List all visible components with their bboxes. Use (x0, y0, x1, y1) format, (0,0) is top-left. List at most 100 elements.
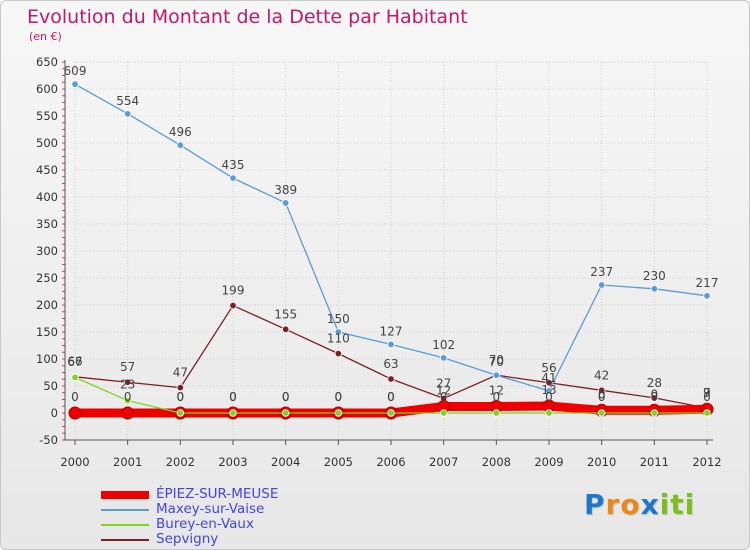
y-tick-label: 600 (36, 82, 58, 96)
y-tick-label: 200 (36, 298, 58, 312)
y-tick-label: 450 (36, 163, 58, 177)
data-label: 0 (545, 390, 553, 404)
data-label: 42 (594, 368, 609, 382)
series-point-1 (439, 354, 448, 362)
series-point-3 (176, 383, 185, 392)
series-point-1 (176, 141, 185, 149)
data-label: 554 (116, 94, 139, 108)
data-label: 217 (696, 276, 719, 290)
legend-swatch (101, 491, 149, 499)
data-label: 155 (274, 307, 297, 321)
logo-letter: r (605, 488, 621, 521)
legend-label: Sepvigny (156, 531, 219, 547)
y-tick-label: 350 (36, 217, 58, 231)
data-label: 0 (387, 390, 395, 404)
data-label: 0 (335, 390, 343, 404)
series-point-3 (229, 301, 237, 310)
series-point-3 (545, 379, 553, 387)
data-label: 12 (436, 384, 451, 398)
y-tick-label: 150 (36, 325, 58, 339)
data-label: 23 (120, 378, 135, 392)
x-tick-label: 2006 (376, 455, 405, 469)
data-label: 110 (327, 332, 350, 346)
grid-layer (74, 61, 708, 441)
series-point-2 (650, 409, 659, 417)
series-point-0 (68, 406, 82, 420)
x-tick-label: 2004 (271, 455, 300, 469)
series-point-2 (229, 409, 237, 417)
data-label: 0 (598, 387, 606, 401)
series-point-2 (545, 409, 553, 417)
data-label: 0 (440, 390, 448, 404)
series-point-2 (387, 409, 395, 417)
x-tick-label: 2009 (534, 455, 563, 469)
data-label: 199 (222, 284, 245, 298)
data-label: 7 (703, 386, 711, 400)
series-point-3 (387, 375, 395, 383)
series-point-2 (703, 409, 711, 417)
data-label: 230 (643, 269, 666, 283)
y-tick-label: 50 (43, 379, 58, 393)
x-tick-label: 2012 (692, 455, 721, 469)
x-tick-label: 2008 (482, 455, 511, 469)
series-point-2 (492, 409, 501, 417)
series-point-1 (229, 174, 237, 182)
y-tick-label: 400 (36, 190, 58, 204)
data-label: 28 (647, 376, 662, 390)
data-label: 237 (590, 265, 613, 279)
data-label: 496 (169, 125, 192, 139)
y-tick-label: 650 (36, 55, 58, 69)
data-label: 0 (282, 390, 290, 404)
logo-letter: o (620, 488, 641, 521)
series-point-1 (492, 371, 501, 379)
data-label: 0 (71, 390, 79, 404)
x-tick-label: 2010 (587, 455, 616, 469)
data-label: 41 (541, 371, 556, 385)
series-layer (68, 80, 714, 420)
data-label: 435 (222, 158, 245, 172)
legend-swatch (101, 539, 149, 541)
logo-letter: i (684, 488, 696, 521)
data-label: 0 (177, 390, 185, 404)
y-tick-label: -50 (39, 433, 58, 447)
y-tick-label: 500 (36, 136, 58, 150)
series-point-3 (650, 394, 659, 402)
data-label: 127 (380, 324, 403, 338)
data-label: 0 (598, 390, 606, 404)
legend-swatch (101, 524, 149, 526)
data-label: 9 (703, 386, 711, 400)
series-point-1 (387, 340, 395, 349)
data-label: 13 (541, 383, 556, 397)
legend-label: ÉPIEZ-SUR-MEUSE (156, 486, 279, 502)
data-label: 0 (229, 390, 237, 404)
data-label: 12 (489, 384, 504, 398)
data-label: 27 (436, 376, 451, 390)
data-label: 0 (177, 390, 185, 404)
data-label: 56 (541, 361, 556, 375)
legend-label: Burey-en-Vaux (156, 516, 254, 532)
logo-letter: P (584, 488, 606, 521)
data-label: 389 (274, 183, 297, 197)
data-label: 0 (229, 390, 237, 404)
data-label-layer: 0 0 0 0 0 0 0 12 12 13 0 0 7609554496435389150127102… (64, 64, 719, 404)
series-point-2 (439, 409, 448, 417)
chart-title: Evolution du Montant de la Dette par Hab… (27, 6, 468, 28)
series-point-1 (650, 285, 659, 293)
data-label: 63 (383, 357, 398, 371)
data-label: 102 (432, 338, 455, 352)
series-point-2 (123, 396, 132, 405)
series-point-1 (597, 281, 606, 289)
chart-unit-label: (en €) (29, 30, 62, 43)
legend-swatch (101, 509, 149, 511)
y-tick-label: 100 (36, 352, 58, 366)
data-label: 0 (124, 390, 132, 404)
y-tick-label: 300 (36, 244, 58, 258)
x-tick-label: 2000 (60, 455, 89, 469)
series-point-1 (281, 199, 290, 207)
x-tick-label: 2003 (218, 455, 247, 469)
series-point-2 (334, 409, 343, 417)
x-tick-label: 2002 (166, 455, 195, 469)
data-label: 0 (493, 390, 501, 404)
